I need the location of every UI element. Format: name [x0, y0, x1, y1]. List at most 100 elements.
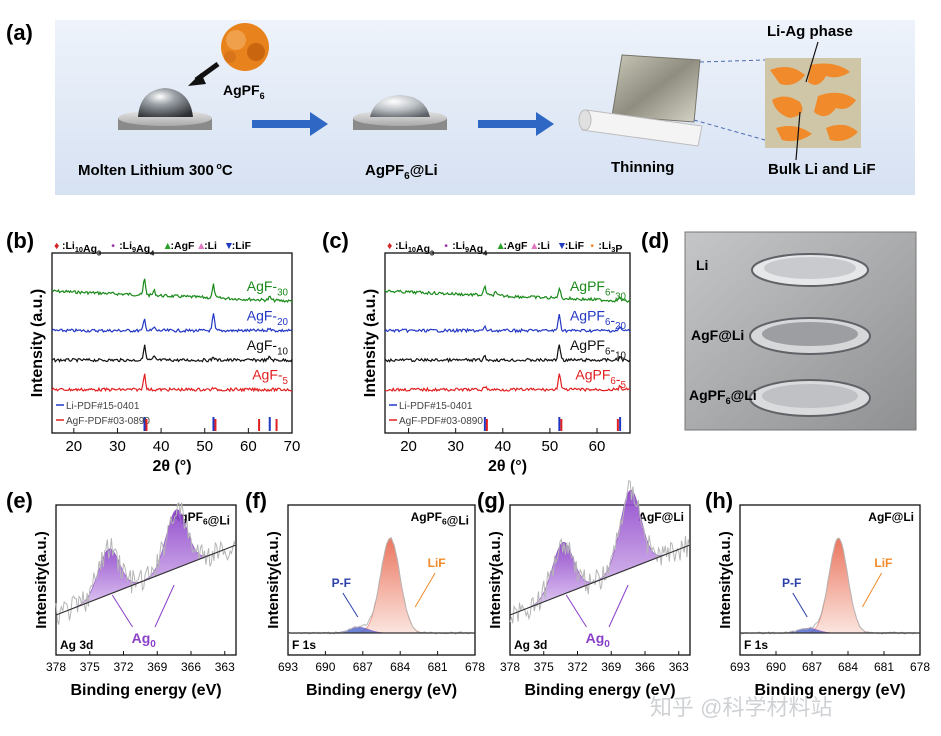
xps-f1s-agpf6: 693 690 687 684 681 678 Binding energy (eV) Int… — [265, 504, 485, 699]
legend-entry: :LiF — [565, 240, 585, 252]
x-axis-label: Binding energy (eV) — [754, 682, 905, 699]
legend-entry: :Li3P — [598, 240, 622, 255]
legend-symbol: ▲ — [196, 240, 206, 252]
core-level-label: F 1s — [744, 638, 768, 652]
bulk-pointer — [795, 111, 801, 161]
xrd-series-line — [384, 313, 631, 334]
x-tick-label: 366 — [635, 660, 655, 674]
panel-c-label: (c) — [322, 228, 349, 253]
x-tick-label: 369 — [601, 660, 621, 674]
x-tick-label: 678 — [910, 660, 930, 674]
panel-b-label: (b) — [6, 228, 34, 253]
x-tick-label: 363 — [215, 660, 235, 674]
legend-entry: :Li10Ag3 — [395, 240, 434, 257]
legend-symbol: • — [590, 240, 594, 252]
x-tick-label: 687 — [353, 660, 373, 674]
step1-label: Molten Lithium 300 oC — [78, 161, 233, 179]
x-tick-label: 20 — [65, 438, 82, 455]
panel-f-label: (f) — [245, 488, 267, 513]
agpf6-label: AgPF6 — [223, 82, 265, 101]
series-label: AgPF6-5 — [575, 367, 626, 391]
xrd-series-line — [384, 344, 631, 364]
x-tick-label: 693 — [278, 660, 298, 674]
xrd-chart-agf: 20 30 40 50 60 70 2θ (°) Intensity (a.u.) ♦:Li10… — [29, 240, 300, 475]
x-axis-label: 2θ (°) — [488, 458, 527, 475]
x-tick-label: 363 — [669, 660, 689, 674]
x-tick-label: 375 — [534, 660, 554, 674]
ag0-pointer-left — [111, 594, 133, 628]
xrd-series-line — [384, 284, 631, 303]
phase-pointer — [805, 41, 819, 83]
core-level-label: F 1s — [292, 638, 316, 652]
x-tick-label: 50 — [196, 438, 213, 455]
chart-title: AgPF6@Li — [411, 510, 469, 528]
x-tick-label: 366 — [181, 660, 201, 674]
x-tick-label: 378 — [500, 660, 520, 674]
fit-component — [288, 537, 475, 634]
molten-lithium-drop — [118, 88, 212, 130]
y-axis-label: Intensity(a.u.) — [265, 531, 282, 629]
ref-legend-text: Li-PDF#15-0401 — [399, 401, 473, 412]
panel-a-label: (a) — [6, 20, 33, 45]
x-tick-label: 375 — [80, 660, 100, 674]
x-tick-label: 690 — [766, 660, 786, 674]
x-tick-label: 30 — [447, 438, 464, 455]
li-ag-microstructure — [765, 58, 861, 148]
legend-entry: :Li9Ag4 — [452, 240, 488, 257]
x-tick-label: 40 — [494, 438, 511, 455]
ag0-pointer-right — [154, 584, 175, 628]
series-label: AgPF6-20 — [570, 308, 627, 332]
powder-arrow-head — [188, 73, 206, 86]
agpf6-li-drop — [353, 95, 447, 130]
ref-legend-text: AgF-PDF#03-0890 — [66, 416, 150, 427]
xps-ag3d-agf: 378 375 372 369 366 363 Binding energy (eV) Int… — [487, 480, 691, 699]
x-axis-label: Binding energy (eV) — [524, 682, 675, 699]
panel-e-label: (e) — [6, 488, 33, 513]
x-tick-label: 687 — [802, 660, 822, 674]
li-ag-phase-label: Li-Ag phase — [767, 23, 853, 40]
xrd-series-line — [51, 278, 293, 303]
xps-f1s-agf: 693 690 687 684 681 678 Binding energy (eV) Int… — [717, 504, 930, 699]
legend-symbol: ▲ — [163, 240, 173, 252]
fit-component — [509, 489, 691, 616]
xrd-series-line — [51, 373, 293, 393]
x-tick-label: 372 — [113, 660, 133, 674]
step2-label: AgPF6@Li — [365, 162, 438, 182]
photo-agf-li-label: AgF@Li — [691, 327, 744, 343]
series-label: AgPF6-30 — [570, 278, 627, 302]
x-tick-label: 50 — [542, 438, 559, 455]
plot-frame — [287, 504, 476, 656]
panel-d-label: (d) — [641, 228, 669, 253]
series-label: AgF-10 — [247, 337, 289, 357]
ag0-annotation: Ag0 — [586, 630, 611, 650]
lif-annotation: LiF — [874, 556, 892, 570]
y-axis-label: Intensity (a.u.) — [362, 289, 379, 397]
x-axis-label: Binding energy (eV) — [306, 682, 457, 699]
plot-frame — [739, 504, 921, 656]
chart-title: AgF@Li — [868, 510, 914, 524]
x-tick-label: 681 — [428, 660, 448, 674]
plot-frame — [51, 252, 293, 434]
photo-panel — [684, 231, 917, 431]
legend-entry: :AgF — [171, 240, 195, 252]
x-tick-label: 60 — [589, 438, 606, 455]
x-axis-label: Binding energy (eV) — [70, 682, 221, 699]
x-tick-label: 684 — [838, 660, 858, 674]
pf-annotation: P-F — [332, 576, 351, 590]
x-tick-label: 678 — [465, 660, 485, 674]
ag0-annotation: Ag0 — [132, 630, 157, 650]
core-level-label: Ag 3d — [514, 638, 547, 652]
legend-symbol: ♦ — [387, 240, 393, 252]
core-level-label: Ag 3d — [60, 638, 93, 652]
x-tick-label: 378 — [46, 660, 66, 674]
xps-ag3d-agpf6: 378 375 372 369 366 363 Binding energy (eV) Int… — [33, 501, 237, 699]
series-label: AgF-30 — [247, 278, 289, 298]
step3-label: Thinning — [611, 159, 674, 176]
x-tick-label: 30 — [109, 438, 126, 455]
legend-symbol: ▼ — [557, 240, 567, 252]
xrd-series-line — [51, 344, 293, 364]
panel-g-label: (g) — [477, 488, 505, 513]
pf-pointer — [342, 592, 359, 618]
lif-annotation: LiF — [428, 556, 446, 570]
ag0-pointer-left — [565, 594, 587, 628]
